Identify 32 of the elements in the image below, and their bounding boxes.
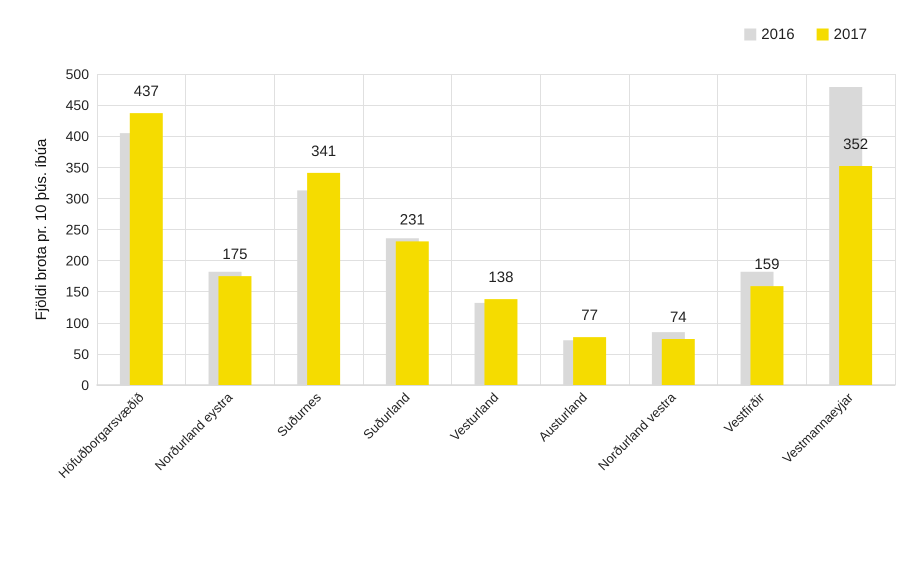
y-tick-label: 100 [66, 314, 90, 331]
bar [662, 338, 695, 385]
y-tick-label: 350 [66, 159, 90, 176]
y-tick-label: 450 [66, 97, 90, 114]
bar [839, 166, 872, 385]
bar [307, 172, 340, 385]
y-tick-label: 200 [66, 252, 90, 269]
data-label: 175 [222, 246, 248, 264]
y-tick-label: 400 [66, 128, 90, 144]
data-label: 352 [843, 136, 868, 154]
legend-label: 2016 [761, 26, 795, 43]
data-label: 437 [134, 83, 159, 100]
data-label: 341 [311, 142, 336, 160]
data-label: 231 [400, 211, 425, 228]
data-label: 74 [670, 308, 687, 326]
y-tick-label: 300 [66, 190, 90, 206]
data-label: 159 [754, 256, 780, 274]
bar [484, 299, 518, 385]
data-label: 77 [581, 307, 598, 324]
y-tick-label: 0 [81, 377, 90, 393]
y-tick-label: 50 [73, 346, 90, 362]
bar [750, 286, 784, 385]
y-tick-label: 250 [66, 222, 90, 238]
data-label: 138 [488, 269, 514, 286]
y-axis-title: Fjöldi brota pr. 10 þús. íbúa [33, 138, 50, 320]
y-tick-label: 150 [66, 284, 90, 300]
y-tick-label: 500 [66, 66, 90, 82]
bar [573, 337, 606, 385]
bar [396, 241, 429, 385]
legend-label: 2017 [834, 26, 868, 43]
bar [218, 276, 252, 385]
bar [130, 113, 163, 385]
